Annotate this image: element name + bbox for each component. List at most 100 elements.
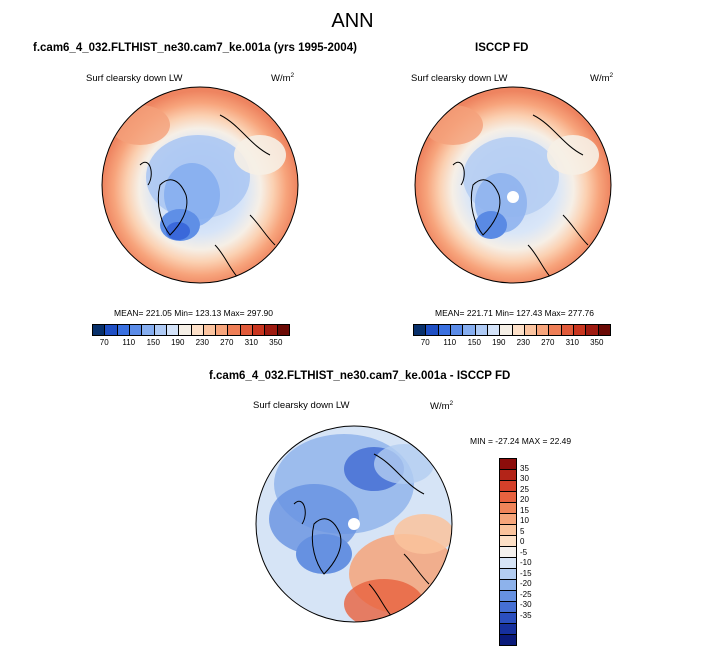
colorbar-tick-label: 70 <box>99 338 109 347</box>
colorbar-tick-label: 20 <box>520 495 529 504</box>
colorbar-tick-label: 230 <box>516 338 530 347</box>
colorbar-swatch <box>105 325 118 335</box>
panel1-title: f.cam6_4_032.FLTHIST_ne30.cam7_ke.001a (… <box>33 42 357 54</box>
colorbar-swatch <box>191 325 204 335</box>
panel1-polar-map <box>101 86 299 284</box>
colorbar-tick-label: 5 <box>520 526 525 536</box>
colorbar-tick-label: 230 <box>195 338 209 347</box>
panel3-stats: MIN = -27.24 MAX = 22.49 <box>470 436 572 446</box>
colorbar-tick-label: 350 <box>590 338 604 347</box>
colorbar-swatch <box>463 325 476 335</box>
colorbar-swatch <box>500 481 516 492</box>
colorbar-swatch <box>561 325 575 335</box>
colorbar-swatch <box>154 325 167 335</box>
colorbar-swatch <box>537 325 550 335</box>
colorbar-swatch <box>500 514 516 525</box>
colorbar-swatch <box>500 503 516 514</box>
colorbar-swatch <box>265 325 278 335</box>
figure-title: ANN <box>331 10 374 32</box>
panel3-variable-label: Surf clearsky down LW <box>253 400 350 411</box>
colorbar-tick-label: 310 <box>565 338 579 347</box>
colorbar-tick-label: -25 <box>520 589 532 599</box>
colorbar-swatch <box>487 325 501 335</box>
colorbar-tick-label: -15 <box>520 568 532 578</box>
colorbar-swatch <box>500 580 516 591</box>
colorbar-swatch <box>574 325 587 335</box>
colorbar-swatch <box>500 624 516 635</box>
colorbar-tick-label: 310 <box>244 338 258 347</box>
panel2-colorbar-ticks: 70 110 150 190 230 270 310 350 <box>413 338 609 350</box>
colorbar-tick-label: -5 <box>520 547 528 557</box>
panel2-polar-map <box>414 86 612 284</box>
colorbar-swatch <box>438 325 451 335</box>
colorbar-swatch <box>500 547 516 558</box>
panel2-colorbar <box>413 324 611 336</box>
panel3-units: W/m2 <box>430 400 454 413</box>
colorbar-tick-label: 25 <box>520 484 529 494</box>
colorbar-swatch <box>500 558 516 569</box>
panel2-units: W/m2 <box>590 72 614 85</box>
colorbar-tick-label: 110 <box>443 338 457 347</box>
colorbar-tick-label: 150 <box>467 338 481 347</box>
colorbar-swatch <box>129 325 143 335</box>
colorbar-swatch <box>240 325 254 335</box>
colorbar-swatch <box>500 470 516 481</box>
colorbar-swatch <box>524 325 538 335</box>
colorbar-tick-label: 0 <box>520 537 525 546</box>
panel1-colorbar-ticks: 70 110 150 190 230 270 310 350 <box>92 338 288 350</box>
colorbar-tick-label: 190 <box>171 338 185 347</box>
colorbar-swatch <box>203 325 217 335</box>
colorbar-swatch <box>142 325 155 335</box>
colorbar-swatch <box>228 325 241 335</box>
colorbar-tick-label: -35 <box>520 610 532 620</box>
panel3-title: f.cam6_4_032.FLTHIST_ne30.cam7_ke.001a -… <box>209 370 511 382</box>
colorbar-tick-label: 270 <box>541 338 555 347</box>
colorbar-swatch <box>500 602 516 613</box>
colorbar-swatch <box>500 635 516 645</box>
colorbar-swatch <box>450 325 464 335</box>
colorbar-swatch <box>93 325 106 335</box>
colorbar-swatch <box>500 613 516 624</box>
colorbar-swatch <box>500 591 516 602</box>
panel3-polar-map <box>255 425 453 623</box>
colorbar-swatch <box>500 459 516 470</box>
colorbar-tick-label: 150 <box>146 338 160 347</box>
colorbar-tick-label: 190 <box>492 338 506 347</box>
colorbar-swatch <box>179 325 192 335</box>
colorbar-swatch <box>414 325 427 335</box>
colorbar-swatch <box>426 325 439 335</box>
panel2-variable-label: Surf clearsky down LW <box>411 73 508 84</box>
panel2-title: ISCCP FD <box>475 42 529 54</box>
colorbar-swatch <box>500 525 516 536</box>
colorbar-tick-label: 35 <box>520 463 529 473</box>
panel1-colorbar <box>92 324 290 336</box>
colorbar-swatch <box>586 325 599 335</box>
panel3-colorbar <box>499 458 517 646</box>
colorbar-swatch <box>500 492 516 503</box>
panel1-variable-label: Surf clearsky down LW <box>86 73 183 84</box>
colorbar-tick-label: 30 <box>520 474 529 483</box>
colorbar-tick-label: -20 <box>520 579 532 588</box>
panel2-stats: MEAN= 221.71 Min= 127.43 Max= 277.76 <box>435 308 595 318</box>
colorbar-swatch <box>166 325 180 335</box>
panel3-colorbar-ticks: 35 30 25 20 15 10 5 0 -5 -10 -15 -20 -25 -30 -35 <box>520 458 560 638</box>
panel2-missing-pole <box>507 191 519 203</box>
colorbar-tick-label: 15 <box>520 505 529 515</box>
colorbar-swatch <box>216 325 229 335</box>
colorbar-swatch <box>512 325 525 335</box>
colorbar-swatch <box>500 536 516 547</box>
colorbar-tick-label: 70 <box>420 338 430 347</box>
panel3-missing-pole <box>348 518 360 530</box>
colorbar-tick-label: -30 <box>520 600 532 609</box>
panel1-stats: MEAN= 221.05 Min= 123.13 Max= 297.90 <box>114 308 274 318</box>
colorbar-tick-label: 10 <box>520 516 529 525</box>
colorbar-swatch <box>253 325 266 335</box>
panel1-units: W/m2 <box>271 72 295 85</box>
colorbar-swatch <box>500 569 516 580</box>
colorbar-tick-label: -10 <box>520 558 532 567</box>
colorbar-swatch <box>549 325 562 335</box>
colorbar-tick-label: 270 <box>220 338 234 347</box>
colorbar-tick-label: 110 <box>122 338 136 347</box>
colorbar-tick-label: 350 <box>269 338 283 347</box>
colorbar-swatch <box>277 325 289 335</box>
